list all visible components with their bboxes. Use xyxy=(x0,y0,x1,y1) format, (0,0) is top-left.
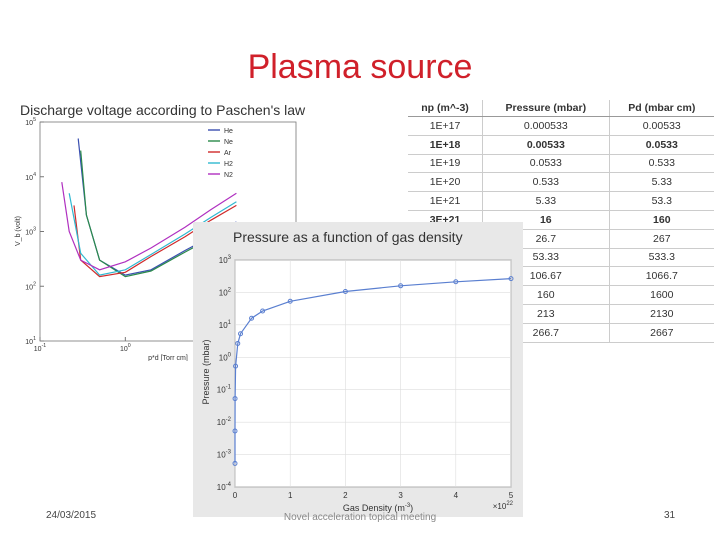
cell-np: 1E+20 xyxy=(408,172,483,193)
pressure-data-point xyxy=(342,289,348,295)
paschen-y-tick-label: 104 xyxy=(25,172,36,182)
pressure-plot-area xyxy=(234,259,512,488)
cell-pd: 160 xyxy=(608,210,714,230)
table-row: 1E+21 5.33 53.3 xyxy=(408,191,714,211)
cell-np: 1E+19 xyxy=(408,154,483,174)
paschen-x-tick-label: 10-1 xyxy=(34,343,47,353)
paschen-y-tick-label: 102 xyxy=(25,281,36,291)
pressure-data-point xyxy=(233,363,239,369)
cell-pd: 1066.7 xyxy=(608,266,714,287)
pressure-data-point xyxy=(260,308,266,314)
pressure-data-point xyxy=(232,396,238,402)
pressure-x-tick-label: 5 xyxy=(509,491,514,500)
cell-pd: 53.3 xyxy=(608,191,714,211)
pressure-x-tick-label: 3 xyxy=(398,491,403,500)
pressure-data-point xyxy=(249,315,255,321)
cell-pressure: 5.33 xyxy=(482,191,610,211)
cell-np: 1E+18 xyxy=(408,135,483,155)
pressure-x-tick-label: 0 xyxy=(233,491,238,500)
pressure-data-point xyxy=(238,331,244,337)
paschen-y-tick-label: 101 xyxy=(25,336,36,346)
pressure-chart-title: Pressure as a function of gas density xyxy=(233,229,463,245)
page-number: 31 xyxy=(664,510,676,521)
paschen-chart-title: Discharge voltage according to Paschen's… xyxy=(20,102,306,118)
pressure-x-multiplier: ×1022 xyxy=(493,501,514,511)
pressure-data-point xyxy=(398,283,404,289)
pressure-y-tick-label: 10-3 xyxy=(217,450,232,460)
cell-pressure: 0.533 xyxy=(482,172,610,193)
table-row: 1E+17 0.000533 0.00533 xyxy=(408,116,714,136)
paschen-series-h2 xyxy=(68,193,237,276)
table-row: 1E+20 0.533 5.33 xyxy=(408,172,714,193)
paschen-legend-label: Ne xyxy=(224,139,233,146)
pressure-x-tick-label: 2 xyxy=(343,491,348,500)
col-np: np (m^-3) xyxy=(408,100,483,117)
slide-title: Plasma source xyxy=(247,48,473,86)
cell-pd: 2667 xyxy=(608,323,714,343)
pressure-y-tick-label: 102 xyxy=(219,287,232,297)
table-row: 1E+19 0.0533 0.533 xyxy=(408,154,714,174)
cell-pd: 0.533 xyxy=(608,154,714,174)
paschen-x-label: p*d [Torr cm] xyxy=(148,355,188,361)
col-pd: Pd (mbar cm) xyxy=(608,100,714,117)
paschen-series-n2 xyxy=(61,182,237,271)
pressure-data-point xyxy=(232,428,238,434)
cell-np: 1E+17 xyxy=(408,116,483,136)
pressure-y-label: Pressure (mbar) xyxy=(201,339,211,404)
paschen-legend-label: He xyxy=(224,128,233,135)
cell-pressure: 0.00533 xyxy=(482,135,610,155)
pressure-chart: Pressure as a function of gas density 0 1 2… xyxy=(193,222,523,517)
pressure-series-line xyxy=(234,278,512,464)
paschen-legend-label: N2 xyxy=(224,172,233,179)
pressure-y-tick-label: 10-4 xyxy=(217,482,232,492)
cell-pd: 0.00533 xyxy=(608,116,714,136)
cell-pd: 2130 xyxy=(608,304,714,324)
pressure-y-tick-label: 10-2 xyxy=(217,417,232,427)
cell-pressure: 0.000533 xyxy=(482,116,610,136)
pressure-x-label: Gas Density (m-3) xyxy=(343,503,413,513)
paschen-x-tick-label: 100 xyxy=(120,343,131,353)
cell-pd: 0.0533 xyxy=(608,135,714,155)
cell-pressure: 0.0533 xyxy=(482,154,610,174)
cell-pd: 5.33 xyxy=(608,172,714,193)
paschen-y-tick-label: 103 xyxy=(25,227,36,237)
pressure-y-tick-label: 103 xyxy=(219,255,232,265)
footer-event: Novel acceleration topical meeting xyxy=(283,512,437,523)
cell-pd: 533.3 xyxy=(608,248,714,268)
pressure-y-tick-label: 10-1 xyxy=(217,385,232,395)
cell-np: 1E+21 xyxy=(408,191,483,211)
table-header-row: np (m^-3) Pressure (mbar) Pd (mbar cm) xyxy=(408,100,714,117)
pressure-y-tick-label: 101 xyxy=(219,320,232,330)
pressure-data-point xyxy=(232,460,238,466)
paschen-legend-label: H2 xyxy=(224,161,233,168)
pressure-data-point xyxy=(453,279,459,285)
table-row: 1E+18 0.00533 0.0533 xyxy=(408,135,714,155)
paschen-y-tick-label: 105 xyxy=(25,117,36,127)
cell-pd: 267 xyxy=(608,229,714,249)
pressure-x-tick-label: 1 xyxy=(288,491,293,500)
pressure-y-tick-label: 100 xyxy=(219,352,232,362)
pressure-data-point xyxy=(508,276,514,282)
paschen-legend-label: Ar xyxy=(224,150,232,157)
pressure-data-point xyxy=(287,298,293,304)
footer-date: 24/03/2015 xyxy=(46,510,97,521)
col-pressure: Pressure (mbar) xyxy=(482,100,610,117)
pressure-data-point xyxy=(235,340,241,346)
paschen-y-label: V_b (volt) xyxy=(15,216,22,246)
cell-pd: 1600 xyxy=(608,285,714,305)
pressure-x-tick-label: 4 xyxy=(454,491,459,500)
